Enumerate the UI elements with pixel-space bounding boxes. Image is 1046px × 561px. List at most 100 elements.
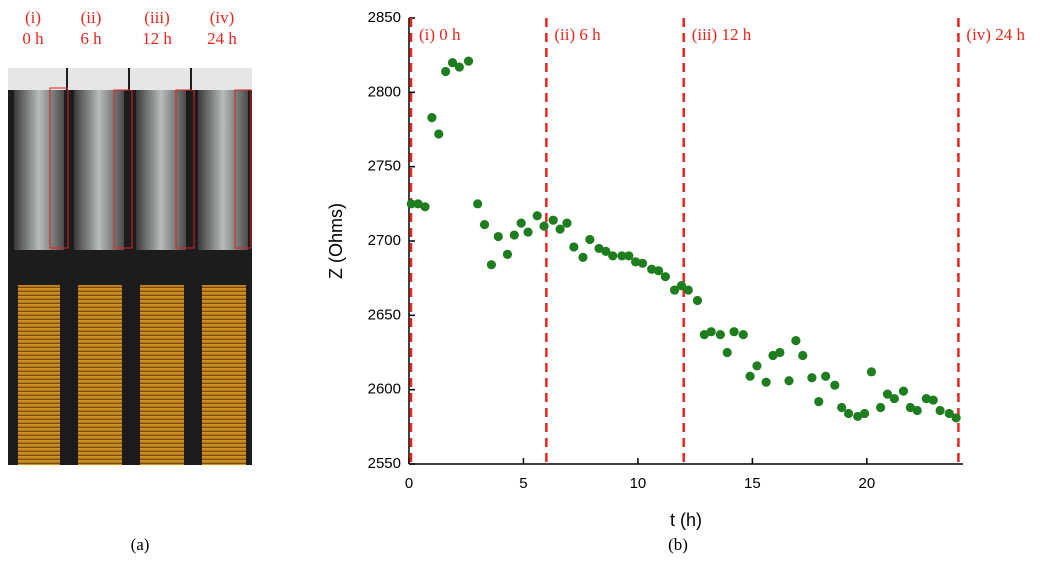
x-tick-label: 20 bbox=[859, 475, 876, 492]
photo-label: 12 h bbox=[142, 29, 172, 48]
point bbox=[502, 249, 513, 259]
point bbox=[585, 234, 595, 245]
point bbox=[928, 395, 938, 405]
point bbox=[562, 218, 572, 228]
x-axis-label: t (h) bbox=[670, 510, 702, 530]
point bbox=[837, 402, 847, 413]
point bbox=[454, 62, 464, 72]
point bbox=[555, 224, 565, 234]
point bbox=[441, 66, 451, 77]
photo-label: 24 h bbox=[207, 29, 237, 48]
y-tick-label: 2700 bbox=[368, 232, 401, 249]
point bbox=[683, 285, 693, 295]
point bbox=[427, 113, 437, 123]
y-tick-label: 2550 bbox=[368, 455, 401, 472]
point bbox=[784, 376, 794, 386]
photo-label: 6 h bbox=[80, 29, 102, 48]
y-tick-label: 2850 bbox=[368, 9, 401, 26]
point bbox=[509, 230, 519, 240]
tube bbox=[130, 68, 195, 465]
point bbox=[706, 327, 716, 337]
panel-caption: (b) bbox=[668, 535, 688, 554]
point bbox=[647, 264, 657, 274]
photo-label: 0 h bbox=[22, 29, 44, 48]
panel-caption: (a) bbox=[131, 535, 150, 554]
point bbox=[463, 56, 474, 66]
annotation-text: (iv) 24 h bbox=[966, 25, 1025, 44]
point bbox=[752, 361, 762, 371]
point bbox=[523, 227, 533, 237]
point bbox=[653, 266, 664, 276]
point bbox=[807, 373, 817, 383]
point bbox=[660, 272, 670, 282]
point bbox=[951, 413, 961, 423]
photo-labels: (i) 0 h (ii) 6 h (iii) 12 h (iv) 24 h bbox=[22, 8, 237, 48]
point bbox=[791, 336, 801, 346]
point bbox=[631, 257, 641, 267]
photo-label: (i) bbox=[25, 8, 41, 27]
point bbox=[814, 396, 824, 407]
point bbox=[434, 129, 444, 139]
point bbox=[406, 199, 416, 209]
point bbox=[516, 218, 526, 228]
point bbox=[548, 215, 558, 225]
tube bbox=[68, 68, 133, 465]
point bbox=[532, 211, 542, 221]
point bbox=[699, 330, 709, 340]
point bbox=[738, 330, 748, 340]
y-tick-label: 2800 bbox=[368, 83, 401, 100]
point bbox=[775, 347, 785, 358]
point bbox=[594, 243, 604, 254]
point bbox=[859, 408, 870, 419]
x-tick-label: 15 bbox=[744, 475, 761, 492]
point bbox=[676, 281, 687, 291]
point bbox=[843, 408, 854, 419]
point bbox=[479, 220, 490, 230]
point bbox=[875, 402, 886, 413]
y-tick-label: 2650 bbox=[368, 306, 401, 323]
point bbox=[912, 405, 922, 416]
photo-label: (iii) bbox=[144, 8, 170, 27]
point bbox=[898, 386, 909, 396]
point bbox=[921, 393, 931, 404]
tube bbox=[8, 68, 69, 465]
point bbox=[821, 371, 831, 381]
point bbox=[669, 285, 680, 295]
photo-label: (ii) bbox=[81, 8, 102, 27]
point bbox=[486, 260, 497, 270]
point bbox=[539, 221, 549, 231]
y-tick-label: 2750 bbox=[368, 158, 401, 175]
point bbox=[745, 371, 755, 381]
point bbox=[905, 402, 915, 413]
y-axis-label: Z (Ohms) bbox=[326, 203, 346, 279]
point bbox=[617, 251, 627, 261]
annotation-text: (i) 0 h bbox=[419, 25, 461, 44]
point bbox=[569, 242, 579, 252]
point bbox=[637, 258, 648, 268]
point bbox=[768, 350, 778, 361]
point bbox=[761, 377, 771, 387]
point bbox=[866, 367, 877, 377]
tube bbox=[192, 68, 252, 465]
point bbox=[601, 246, 611, 257]
point bbox=[830, 380, 840, 390]
point bbox=[882, 389, 893, 399]
point bbox=[729, 327, 739, 337]
point bbox=[624, 251, 634, 261]
annotation-text: (iii) 12 h bbox=[692, 25, 752, 44]
y-tick-label: 2600 bbox=[368, 381, 401, 398]
x-tick-label: 0 bbox=[405, 475, 413, 492]
x-tick-label: 5 bbox=[519, 475, 527, 492]
point bbox=[935, 405, 945, 416]
point bbox=[608, 251, 618, 261]
point bbox=[798, 350, 808, 361]
point bbox=[889, 393, 899, 404]
photo bbox=[8, 68, 252, 465]
point bbox=[853, 411, 863, 422]
point bbox=[578, 252, 588, 262]
annotation-text: (ii) 6 h bbox=[554, 25, 601, 44]
point bbox=[420, 202, 430, 212]
photo-label: (iv) bbox=[210, 8, 235, 27]
point bbox=[944, 408, 954, 419]
